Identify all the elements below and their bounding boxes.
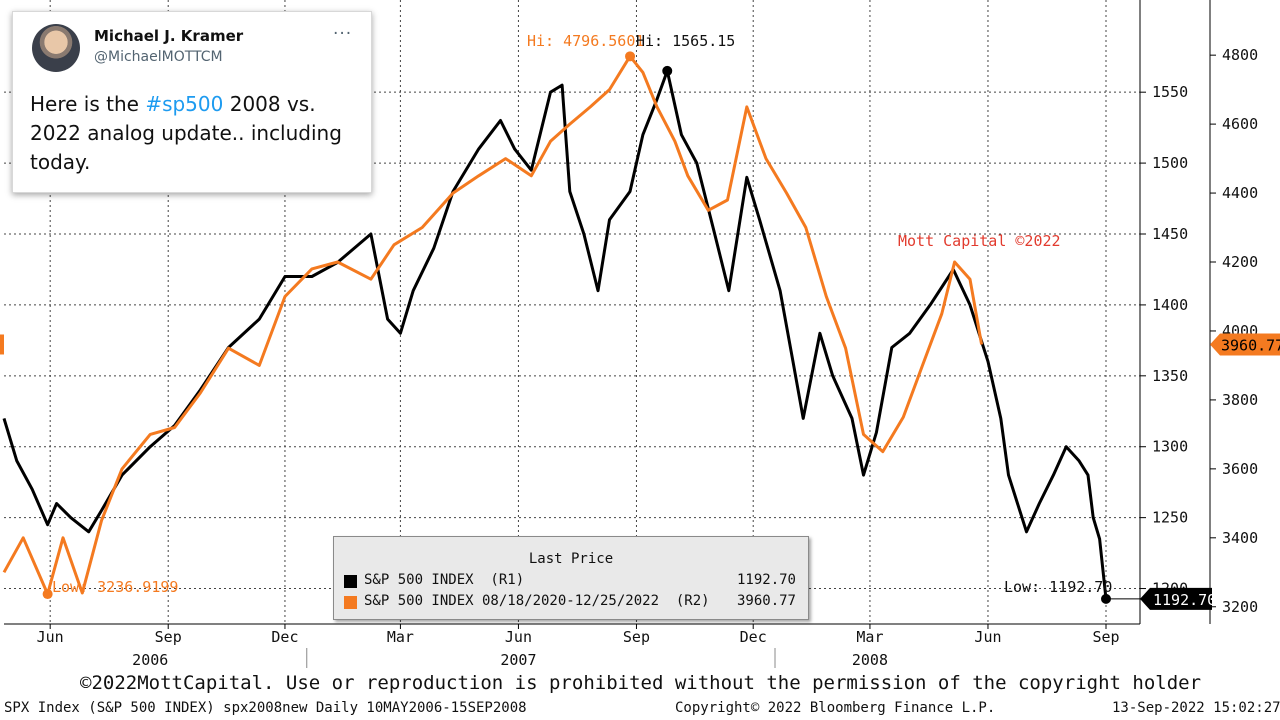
y-tick-label-right: 4800 xyxy=(1222,46,1258,64)
legend-label-r2: S&P 500 INDEX 08/18/2020-12/25/2022 (R2) xyxy=(364,593,710,609)
x-tick-label: Jun xyxy=(505,628,532,646)
x-tick-label: Sep xyxy=(155,628,182,646)
y-tick-label-right: 3800 xyxy=(1222,391,1258,409)
x-tick-label: Sep xyxy=(623,628,650,646)
y-tick-label-left: 1500 xyxy=(1152,154,1188,172)
ticker-info: SPX Index (S&P 500 INDEX) spx2008new Dai… xyxy=(4,700,527,716)
x-tick-label: Mar xyxy=(387,628,414,646)
left-edge-marker xyxy=(0,334,4,355)
series-line-r2 xyxy=(2,54,984,596)
last-value-badge-r2 xyxy=(1210,333,1280,356)
timestamp: 13-Sep-2022 15:02:27 xyxy=(1112,700,1280,716)
x-year-label: 2007 xyxy=(500,651,536,669)
copyright-notice: ©2022MottCapital. Use or reproduction is… xyxy=(80,672,1202,694)
tweet-card[interactable]: Michael J. Kramer @MichaelMOTTCM ··· Her… xyxy=(12,11,372,193)
x-tick-label: Jun xyxy=(974,628,1001,646)
y-tick-label-right: 4600 xyxy=(1222,115,1258,133)
high-point-r2 xyxy=(625,51,636,62)
tweet-handle[interactable]: @MichaelMOTTCM xyxy=(94,49,223,65)
tweet-author-name[interactable]: Michael J. Kramer xyxy=(94,27,244,45)
x-tick-label: Jun xyxy=(37,628,64,646)
legend-entry-r1: S&P 500 INDEX (R1) 1192.70 xyxy=(344,572,796,590)
low-point-r2 xyxy=(42,589,53,600)
y-tick-label-left: 1550 xyxy=(1152,83,1188,101)
high-label-r1: Hi: 1565.15 xyxy=(636,32,735,50)
x-year-label: 2006 xyxy=(132,651,168,669)
y-tick-label-right: 4200 xyxy=(1222,253,1258,271)
legend-entry-r2: S&P 500 INDEX 08/18/2020-12/25/2022 (R2)… xyxy=(344,593,796,611)
more-options-icon[interactable]: ··· xyxy=(333,24,353,44)
last-value-label-r2: 3960.77 xyxy=(1221,336,1280,354)
x-tick-label: Dec xyxy=(271,628,298,646)
high-point-r1 xyxy=(662,65,673,76)
high-label-r2: Hi: 4796.5601 xyxy=(527,32,644,50)
y-tick-label-left: 1350 xyxy=(1152,367,1188,385)
low-label-r1: Low: 1192.70 xyxy=(1004,578,1112,596)
x-year-label: 2008 xyxy=(852,651,888,669)
legend-swatch-r1 xyxy=(344,575,357,588)
tweet-text-after: 2008 vs. 2022 analog update.. including … xyxy=(30,92,342,174)
legend-title: Last Price xyxy=(528,551,614,567)
last-value-badge-r1 xyxy=(1140,587,1212,610)
y-tick-label-left: 1450 xyxy=(1152,225,1188,243)
x-tick-label: Mar xyxy=(856,628,883,646)
hashtag-link[interactable]: #sp500 xyxy=(145,92,224,116)
y-tick-label-right: 3200 xyxy=(1222,598,1258,616)
y-tick-label-left: 1300 xyxy=(1152,438,1188,456)
avatar[interactable] xyxy=(32,24,80,72)
tweet-text-before: Here is the xyxy=(30,92,146,116)
x-tick-label: Sep xyxy=(1092,628,1119,646)
legend-value-r2: 3960.77 xyxy=(736,593,796,609)
legend-box: Last Price S&P 500 INDEX (R1) 1192.70 S&… xyxy=(333,536,809,620)
y-tick-label-left: 1250 xyxy=(1152,509,1188,527)
y-tick-label-right: 3600 xyxy=(1222,460,1258,478)
legend-value-r1: 1192.70 xyxy=(736,572,796,588)
watermark-text: Mott Capital ©2022 xyxy=(898,232,1061,250)
y-tick-label-right: 3400 xyxy=(1222,529,1258,547)
bloomberg-copyright: Copyright© 2022 Bloomberg Finance L.P. xyxy=(675,700,996,716)
low-label-r2: Low: 3236.9199 xyxy=(52,578,178,596)
tweet-text: Here is the #sp500 2008 vs. 2022 analog … xyxy=(30,90,360,177)
y-tick-label-left: 1400 xyxy=(1152,296,1188,314)
legend-swatch-r2 xyxy=(344,596,357,609)
x-tick-label: Dec xyxy=(740,628,767,646)
y-tick-label-right: 4400 xyxy=(1222,184,1258,202)
last-value-label-r1: 1192.70 xyxy=(1153,591,1216,609)
legend-label-r1: S&P 500 INDEX (R1) xyxy=(364,572,525,588)
